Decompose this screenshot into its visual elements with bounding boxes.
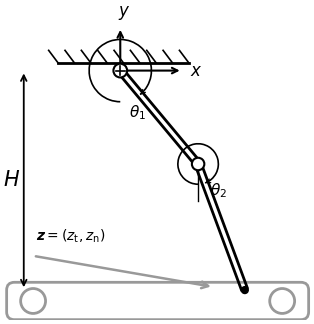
Circle shape (241, 287, 248, 294)
Text: $H$: $H$ (3, 170, 20, 190)
Text: $x$: $x$ (190, 62, 203, 80)
Text: $\theta_1$: $\theta_1$ (129, 103, 146, 122)
Text: $\boldsymbol{z} = (z_\mathrm{t}, z_\mathrm{n})$: $\boldsymbol{z} = (z_\mathrm{t}, z_\math… (36, 227, 106, 245)
Text: $y$: $y$ (118, 4, 130, 22)
Circle shape (270, 289, 295, 313)
FancyBboxPatch shape (7, 282, 309, 320)
Circle shape (21, 289, 46, 313)
Circle shape (192, 158, 204, 170)
Text: $\theta_2$: $\theta_2$ (210, 181, 227, 200)
Circle shape (113, 64, 127, 77)
